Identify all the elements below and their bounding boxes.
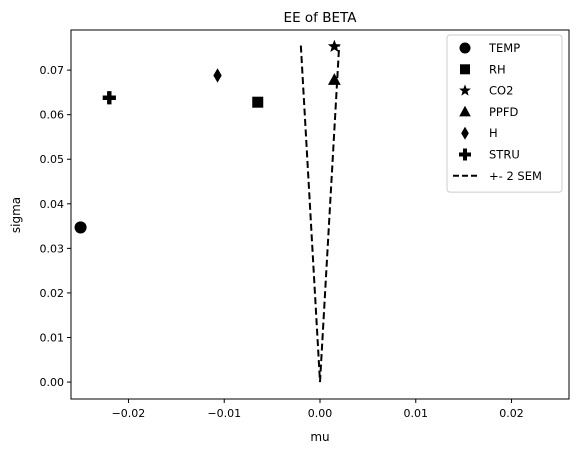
legend-label: RH xyxy=(489,62,506,76)
legend-marker-stru xyxy=(459,148,471,161)
marker-stru xyxy=(102,91,116,105)
x-tick-label: −0.02 xyxy=(112,407,146,420)
x-tick-label: 0.02 xyxy=(499,407,524,420)
y-ticks: 0.00 0.01 0.02 0.03 0.04 0.05 0.06 0.07 xyxy=(40,64,71,389)
legend-marker-temp xyxy=(459,42,471,54)
marker-co2 xyxy=(327,39,341,53)
y-tick-label: 0.03 xyxy=(40,242,65,255)
marker-temp xyxy=(74,221,87,234)
sem-line-left xyxy=(299,45,321,383)
y-tick-label: 0.00 xyxy=(40,376,65,389)
legend-label: +- 2 SEM xyxy=(489,169,542,183)
sem-line-right xyxy=(319,45,341,383)
legend-marker-h xyxy=(461,126,469,140)
legend-label: STRU xyxy=(489,148,520,162)
y-axis-label: sigma xyxy=(9,197,23,233)
legend-label: PPFD xyxy=(489,105,518,119)
x-tick-label: 0.01 xyxy=(404,407,429,420)
legend: TEMP RH CO2 PPFD H STRU +- 2 SEM xyxy=(446,34,563,193)
legend-marker-co2 xyxy=(459,84,471,96)
legend-box xyxy=(446,34,563,193)
sem-lines xyxy=(299,45,341,383)
y-tick-label: 0.07 xyxy=(40,64,65,77)
markers xyxy=(74,39,341,234)
y-tick-label: 0.06 xyxy=(40,109,65,122)
marker-rh xyxy=(252,96,264,108)
y-tick-label: 0.04 xyxy=(40,198,65,211)
legend-label: H xyxy=(489,126,498,140)
marker-ppfd xyxy=(327,73,341,85)
x-tick-label: 0.00 xyxy=(308,407,333,420)
x-axis-label: mu xyxy=(310,430,329,444)
legend-marker-ppfd xyxy=(459,105,471,117)
y-tick-label: 0.01 xyxy=(40,332,65,345)
legend-label: CO2 xyxy=(489,84,513,98)
y-tick-label: 0.05 xyxy=(40,153,65,166)
chart-title: EE of BETA xyxy=(284,10,358,26)
legend-marker-rh xyxy=(460,64,470,75)
x-tick-label: −0.01 xyxy=(207,407,241,420)
marker-h xyxy=(213,68,222,83)
x-ticks: −0.02 −0.01 0.00 0.01 0.02 xyxy=(112,399,524,420)
y-tick-label: 0.02 xyxy=(40,287,65,300)
legend-label: TEMP xyxy=(488,41,520,55)
